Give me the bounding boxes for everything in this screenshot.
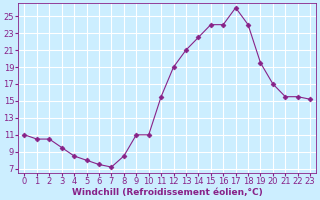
X-axis label: Windchill (Refroidissement éolien,°C): Windchill (Refroidissement éolien,°C) [72, 188, 263, 197]
